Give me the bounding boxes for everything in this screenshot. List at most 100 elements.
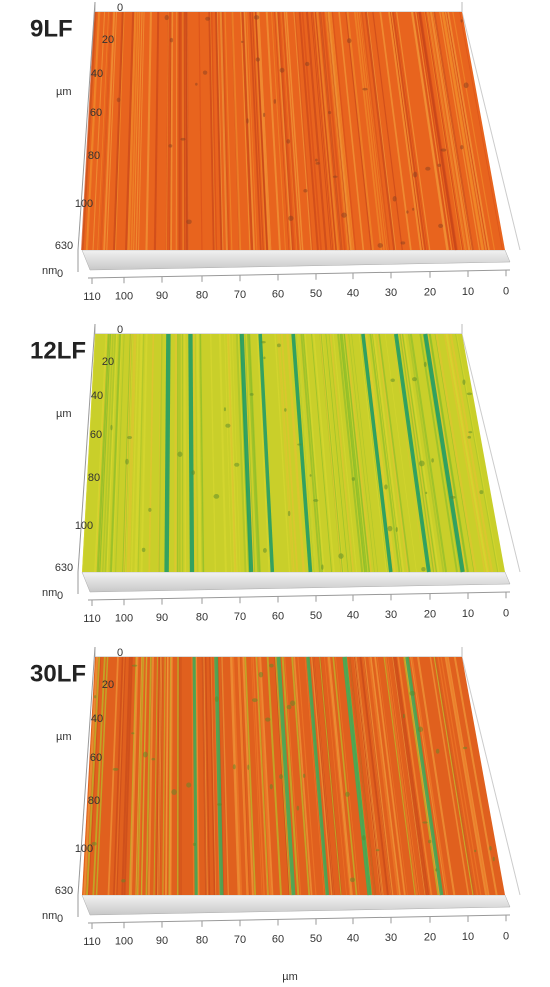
surface-texture [394, 333, 431, 573]
x-tick-label: 20 [424, 286, 436, 298]
surface-texture [234, 462, 240, 467]
surface-texture [238, 656, 250, 896]
surface-texture [341, 212, 347, 218]
surface-texture [262, 547, 267, 553]
surface-texture [379, 11, 412, 251]
surface-texture [366, 333, 396, 573]
surface-texture [126, 333, 136, 573]
surface-texture [113, 656, 124, 896]
surface-texture [140, 333, 148, 573]
surface-texture [287, 333, 305, 573]
x-tick-label: 90 [156, 290, 168, 302]
surface-texture [135, 11, 143, 251]
surface-texture [142, 751, 148, 758]
surface-texture [319, 333, 342, 573]
surface-texture [191, 470, 196, 475]
surface-texture [319, 656, 342, 896]
base-slab [81, 571, 511, 593]
x-tick-label: 70 [234, 611, 246, 623]
surface-texture [409, 333, 448, 573]
surface-texture [240, 40, 244, 44]
surface-texture [123, 656, 133, 896]
surface-texture [145, 11, 152, 251]
surface-texture [377, 243, 383, 248]
surface-texture [456, 333, 500, 573]
surface-texture [329, 11, 354, 251]
surface-texture [135, 656, 143, 896]
x-tick-label: 60 [272, 933, 284, 945]
surface-texture [360, 11, 391, 251]
x-tick-label: 10 [462, 286, 474, 298]
axis-line [77, 1, 96, 251]
surface-texture [306, 656, 330, 896]
surface-texture [110, 333, 122, 573]
surface-texture [301, 11, 322, 251]
surface-texture [322, 11, 346, 251]
surface-texture [240, 11, 251, 251]
surface-texture [278, 333, 295, 573]
surface-texture [314, 11, 338, 251]
surface-texture [312, 656, 334, 896]
y-tick-label: 60 [90, 429, 102, 441]
surface-texture [446, 656, 490, 896]
surface-texture [228, 333, 238, 573]
z-unit: nm [42, 587, 57, 599]
surface-texture [326, 656, 351, 896]
z-top-label: 630 [55, 885, 73, 897]
surface-texture [378, 333, 411, 573]
surface-texture [136, 656, 144, 896]
surface-texture [158, 333, 163, 573]
surface-texture [410, 11, 448, 251]
x-tick-label: 0 [503, 930, 509, 942]
surface-texture [222, 11, 230, 251]
surface-texture [85, 656, 101, 896]
surface-texture [343, 333, 370, 573]
surface-texture [243, 11, 255, 251]
surface-texture [369, 333, 401, 573]
surface-texture [112, 333, 123, 573]
surface-texture [389, 11, 422, 251]
surface-texture [214, 696, 219, 702]
surface-texture [279, 67, 285, 73]
surface-texture [432, 11, 472, 251]
y-tick-label: 40 [91, 390, 103, 402]
surface-texture [418, 460, 425, 467]
surface-texture [255, 11, 268, 251]
surface-texture [92, 656, 106, 896]
surface-texture [177, 451, 183, 457]
surface-texture [162, 656, 166, 896]
x-tick-label: 40 [347, 609, 359, 621]
surface-texture [395, 527, 398, 532]
surface-texture [332, 175, 338, 178]
surface-texture [311, 333, 333, 573]
surface-texture [127, 11, 137, 251]
surface-texture [138, 11, 145, 251]
surface-texture [435, 748, 440, 754]
surface-texture [115, 656, 126, 896]
surface-texture [373, 333, 405, 573]
surface-texture [460, 145, 464, 150]
surface-texture [276, 11, 294, 251]
surface-texture [302, 333, 323, 573]
x-tick-label: 10 [462, 608, 474, 620]
surface-texture [444, 656, 488, 896]
surface-texture [166, 11, 171, 251]
surface-texture [390, 11, 424, 251]
surface-texture [325, 11, 350, 251]
surface-texture [446, 11, 488, 251]
y-tick-label: 60 [90, 107, 102, 119]
surface-texture [338, 553, 344, 559]
surface-texture [151, 757, 156, 761]
surface-texture [281, 656, 300, 896]
surface-texture [366, 11, 397, 251]
y-unit: µm [56, 408, 72, 420]
frame [94, 324, 463, 335]
y-tick-label: 40 [91, 713, 103, 725]
surface-texture [171, 789, 177, 795]
surface-texture [400, 241, 406, 245]
surface-texture [165, 11, 169, 251]
surface-texture [329, 333, 355, 573]
surface-texture [286, 139, 291, 144]
